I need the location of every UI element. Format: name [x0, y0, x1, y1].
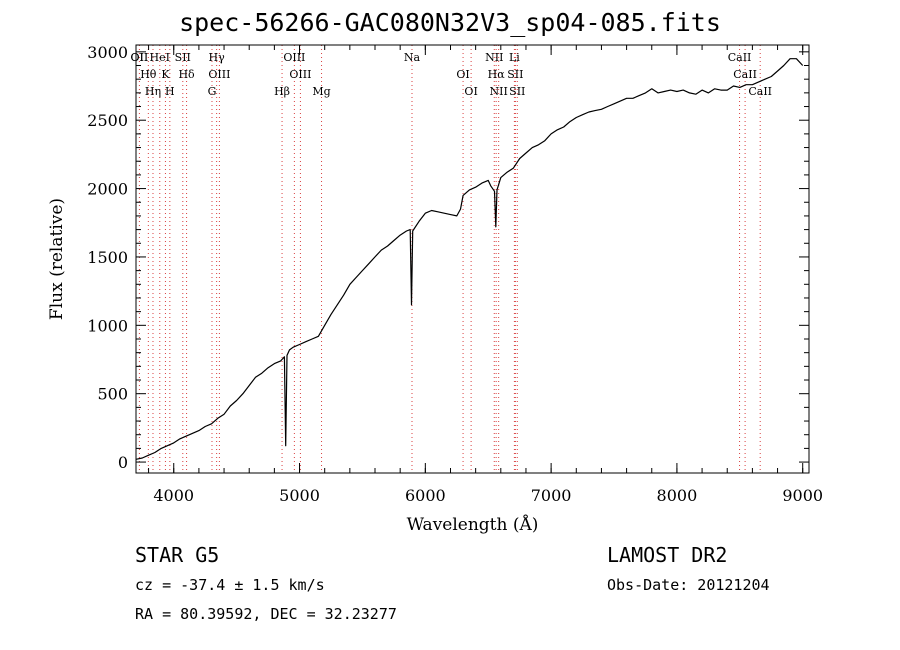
line-label: Li — [509, 51, 520, 64]
line-label: K — [161, 68, 170, 81]
y-tick-label: 3000 — [87, 43, 128, 62]
plot-frame — [135, 44, 810, 474]
y-tick-label: 2500 — [87, 111, 128, 130]
line-label: Na — [404, 51, 421, 64]
line-label: Hδ — [178, 68, 195, 81]
line-label: SII — [507, 68, 523, 81]
line-label: NII — [485, 51, 503, 64]
survey-name: LAMOST DR2 — [607, 543, 728, 567]
line-markers: OIIOIIHθHηHeIKHSIIHδGHγOIIIHβOIIIOIIIMgN… — [131, 45, 772, 473]
x-tick-label: 5000 — [279, 486, 320, 505]
y-tick-label: 2000 — [87, 180, 128, 199]
spectrum-line — [135, 58, 804, 460]
coordinates: RA = 80.39592, DEC = 32.23277 — [135, 605, 397, 623]
line-label: OI — [464, 85, 477, 98]
line-label: Hβ — [274, 85, 290, 98]
line-label: NII — [490, 85, 508, 98]
line-label: OII — [131, 51, 149, 64]
y-tick-label: 1500 — [87, 248, 128, 267]
y-axis-label: Flux (relative) — [47, 198, 67, 320]
obs-date: Obs-Date: 20121204 — [607, 576, 770, 594]
line-label: G — [208, 85, 217, 98]
redshift-cz: cz = -37.4 ± 1.5 km/s — [135, 576, 325, 594]
x-tick-label: 8000 — [657, 486, 698, 505]
line-label: OIII — [283, 51, 305, 64]
line-label: Hη — [145, 85, 161, 98]
line-label: CaII — [728, 51, 752, 64]
line-label: OII — [131, 51, 149, 64]
line-label: CaII — [733, 68, 757, 81]
line-label: Mg — [312, 85, 330, 98]
line-label: OIII — [289, 68, 311, 81]
line-label: Hγ — [209, 51, 226, 64]
line-label: OIII — [208, 68, 230, 81]
line-label: OI — [456, 68, 469, 81]
x-tick-label: 4000 — [153, 486, 194, 505]
chart-title: spec-56266-GAC080N32V3_sp04-085.fits — [179, 8, 721, 37]
y-tick-label: 500 — [97, 385, 128, 404]
y-tick-label: 0 — [118, 453, 128, 472]
x-tick-label: 9000 — [782, 486, 823, 505]
object-class: STAR G5 — [135, 543, 220, 567]
line-label: SII — [509, 85, 525, 98]
x-tick-label: 6000 — [405, 486, 446, 505]
line-label: Hα — [488, 68, 506, 81]
line-label: H — [165, 85, 175, 98]
line-label: Hθ — [140, 68, 157, 81]
line-label: HeI — [150, 51, 170, 64]
line-label: CaII — [748, 85, 772, 98]
x-tick-label: 7000 — [531, 486, 572, 505]
line-label: SII — [175, 51, 191, 64]
x-axis-label: Wavelength (Å) — [407, 514, 539, 535]
y-tick-label: 1000 — [87, 316, 128, 335]
